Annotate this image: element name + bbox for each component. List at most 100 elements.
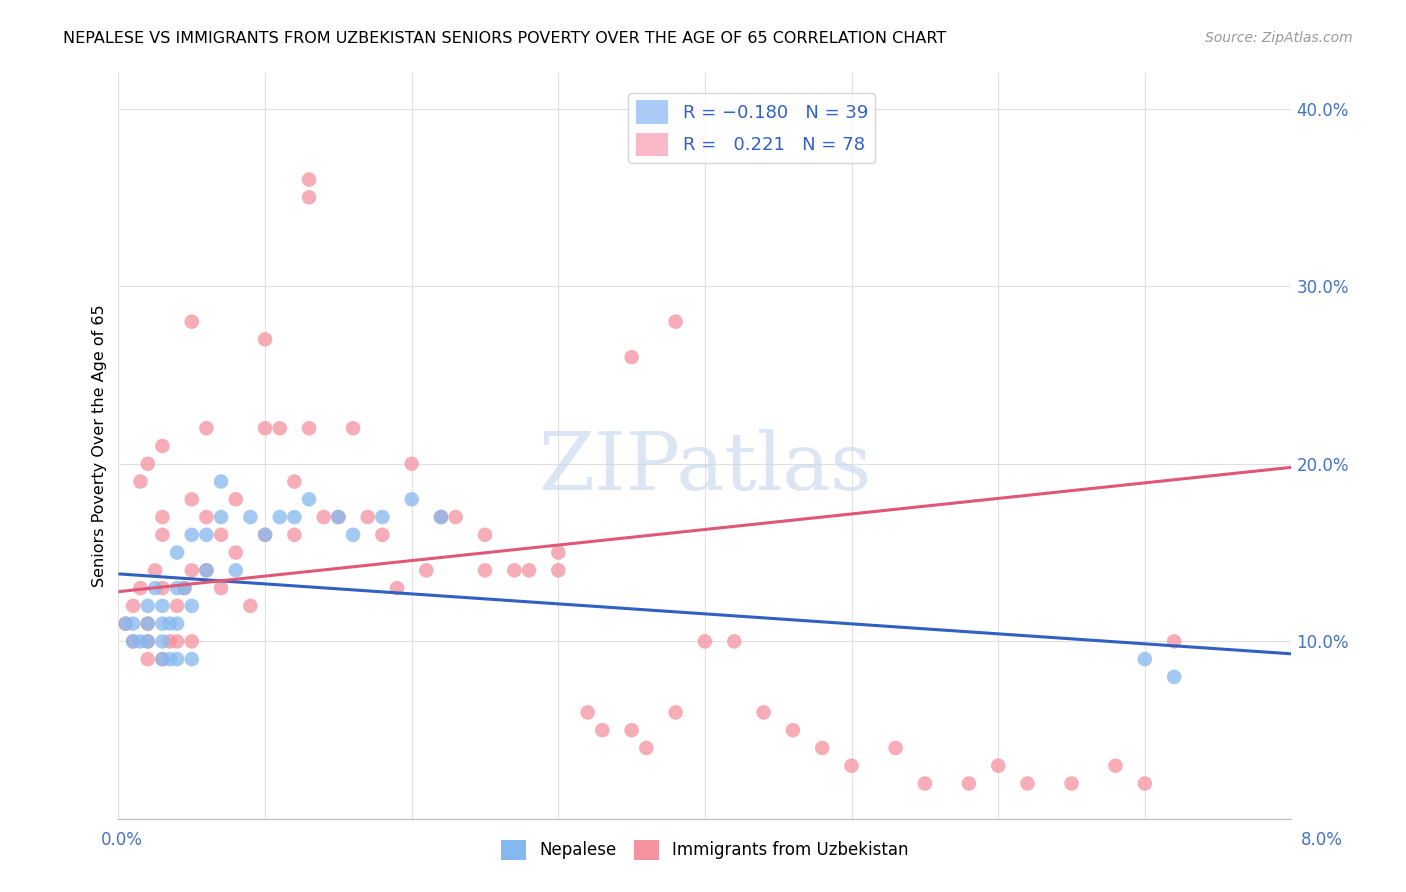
Point [209, 581, 232, 595]
Point [209, 510, 232, 524]
Point [1163, 670, 1185, 684]
Point [811, 741, 834, 756]
Point [474, 563, 496, 577]
Point [173, 581, 195, 595]
Point [283, 528, 305, 542]
Point [415, 563, 437, 577]
Point [841, 758, 863, 772]
Point [136, 616, 159, 631]
Point [914, 776, 936, 790]
Point [283, 510, 305, 524]
Point [723, 634, 745, 648]
Text: ZIPatlas: ZIPatlas [538, 429, 872, 508]
Point [401, 457, 423, 471]
Point [269, 510, 291, 524]
Point [152, 616, 174, 631]
Point [129, 581, 152, 595]
Point [209, 475, 232, 489]
Point [225, 563, 247, 577]
Point [136, 634, 159, 648]
Point [474, 528, 496, 542]
Point [152, 439, 174, 453]
Point [401, 492, 423, 507]
Point [166, 652, 188, 666]
Point [152, 652, 174, 666]
Point [180, 563, 202, 577]
Point [430, 510, 453, 524]
Text: 0.0%: 0.0% [101, 831, 143, 849]
Point [195, 421, 218, 435]
Point [385, 581, 408, 595]
Text: Source: ZipAtlas.com: Source: ZipAtlas.com [1205, 31, 1353, 45]
Point [180, 492, 202, 507]
Point [283, 475, 305, 489]
Point [1017, 776, 1039, 790]
Point [166, 581, 188, 595]
Point [152, 528, 174, 542]
Point [693, 634, 716, 648]
Point [503, 563, 526, 577]
Point [371, 528, 394, 542]
Point [591, 723, 613, 738]
Point [620, 350, 643, 364]
Point [254, 528, 277, 542]
Point [1060, 776, 1083, 790]
Point [254, 528, 277, 542]
Point [371, 510, 394, 524]
Point [987, 758, 1010, 772]
Y-axis label: Seniors Poverty Over the Age of 65: Seniors Poverty Over the Age of 65 [93, 305, 107, 587]
Point [166, 545, 188, 559]
Point [166, 599, 188, 613]
Point [114, 616, 136, 631]
Point [114, 616, 136, 631]
Point [152, 599, 174, 613]
Point [129, 475, 152, 489]
Point [298, 172, 321, 186]
Point [159, 616, 181, 631]
Point [136, 652, 159, 666]
Point [752, 706, 775, 720]
Point [1133, 776, 1156, 790]
Point [620, 723, 643, 738]
Point [328, 510, 350, 524]
Point [195, 528, 218, 542]
Point [298, 492, 321, 507]
Point [195, 563, 218, 577]
Point [129, 634, 152, 648]
Point [209, 528, 232, 542]
Point [239, 599, 262, 613]
Point [225, 545, 247, 559]
Point [143, 581, 166, 595]
Point [195, 563, 218, 577]
Point [152, 652, 174, 666]
Point [180, 634, 202, 648]
Point [225, 492, 247, 507]
Point [239, 510, 262, 524]
Point [342, 528, 364, 542]
Point [143, 563, 166, 577]
Point [665, 706, 688, 720]
Point [136, 599, 159, 613]
Point [152, 634, 174, 648]
Point [517, 563, 540, 577]
Point [159, 652, 181, 666]
Point [122, 634, 145, 648]
Point [152, 581, 174, 595]
Point [269, 421, 291, 435]
Point [166, 634, 188, 648]
Point [195, 510, 218, 524]
Point [576, 706, 599, 720]
Point [136, 616, 159, 631]
Point [342, 421, 364, 435]
Point [122, 599, 145, 613]
Point [152, 510, 174, 524]
Point [298, 190, 321, 204]
Point [180, 652, 202, 666]
Point [173, 581, 195, 595]
Point [180, 528, 202, 542]
Point [665, 315, 688, 329]
Point [884, 741, 907, 756]
Point [430, 510, 453, 524]
Point [328, 510, 350, 524]
Point [444, 510, 467, 524]
